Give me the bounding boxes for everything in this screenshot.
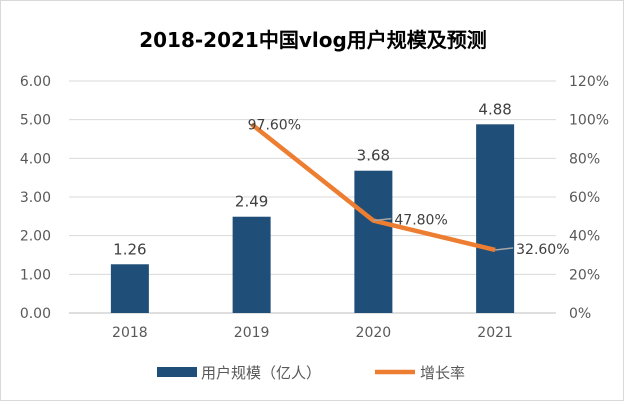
y2-tick-label: 120% [569,74,609,90]
line-data-label: 32.60% [516,242,569,258]
x-tick-label: 2019 [234,325,270,341]
bar [476,124,515,313]
y2-tick-label: 100% [569,113,609,129]
x-tick-label: 2018 [112,325,148,341]
bar-data-label: 1.26 [113,240,146,258]
x-tick-label: 2020 [356,325,392,341]
legend-swatch-bar [157,367,197,377]
y-tick-label: 2.00 [20,229,51,245]
line-data-label: 97.60% [248,117,301,133]
bar-data-label: 3.68 [357,147,390,165]
bar [232,216,271,313]
y-tick-label: 1.00 [20,267,51,283]
bar-data-label: 4.88 [478,100,511,118]
y-tick-label: 3.00 [20,190,51,206]
y2-tick-label: 20% [569,267,600,283]
y-tick-label: 5.00 [20,113,51,129]
y2-tick-label: 80% [569,151,600,167]
x-tick-label: 2021 [477,325,513,341]
y2-tick-label: 60% [569,190,600,206]
y-tick-label: 4.00 [20,151,51,167]
line-data-label: 47.80% [394,213,447,229]
legend-label-bar: 用户规模（亿人） [201,364,321,382]
y2-tick-label: 0% [569,306,591,322]
leader-line [373,217,392,222]
y2-tick-label: 40% [569,229,600,245]
y-tick-label: 6.00 [20,74,51,90]
bar [354,170,393,313]
bar-data-label: 2.49 [235,193,268,211]
chart-title: 2018-2021中国vlog用户规模及预测 [139,28,487,52]
leader-line [495,247,514,251]
legend-label-line: 增长率 [420,364,465,382]
y-tick-label: 0.00 [20,306,51,322]
bar [110,264,149,313]
